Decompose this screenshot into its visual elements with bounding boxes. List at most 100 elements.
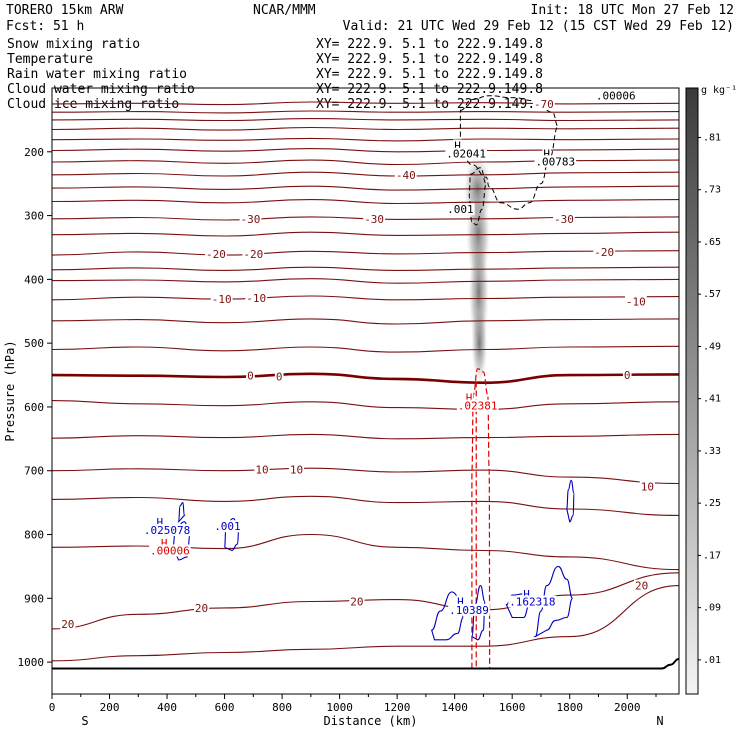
cloud-water-contours	[171, 479, 575, 641]
x-tick-label-6: 1200	[384, 701, 411, 714]
header-fcst: Fcst: 51 h	[6, 19, 84, 34]
ice-label-5: .00006	[596, 90, 636, 103]
temperature-label-8: -10	[212, 293, 232, 306]
ground-line	[52, 657, 679, 670]
colorbar-tick-label-8: .65	[703, 237, 721, 248]
temperature-label-12: 0	[276, 370, 283, 383]
snow-plume-3	[471, 303, 488, 384]
temperature-label-bg-14	[254, 463, 270, 476]
temperature-label-bg-12	[274, 370, 284, 383]
temperature-label-19: 20	[350, 596, 363, 609]
x-end-label-south: S	[81, 714, 88, 728]
rain-label-bg-1	[456, 399, 499, 412]
y-tick-label-4: 600	[24, 401, 44, 414]
rain-label-3: .00006	[150, 544, 190, 557]
temperature-label-3: -30	[364, 213, 384, 226]
temperature-label-2: -30	[241, 213, 261, 226]
rain-label-2: H	[161, 537, 168, 550]
temperature-label-bg-8	[210, 293, 233, 306]
temperature-label-bg-1	[394, 168, 417, 181]
ice-label-bg-5	[594, 89, 637, 102]
isotherm-lines	[52, 101, 679, 662]
temperature-label-5: -20	[206, 248, 226, 261]
colorbar-tick-label-0: .01	[703, 655, 721, 666]
isotherm-24	[52, 572, 679, 630]
ground-surface	[52, 657, 679, 670]
temperature-label-bg-11	[246, 369, 255, 382]
isotherm-22	[52, 495, 679, 516]
isotherm-1	[52, 110, 679, 114]
rain-contours	[471, 368, 491, 670]
colorbar: .01 .09 .17 .25 .33 .41 .49 .57 .65 .73 .81 g kg⁻¹	[685, 85, 737, 695]
cloud-ice-contour-inner	[468, 167, 487, 226]
temperature-label-1: -40	[396, 169, 416, 182]
isotherm-3	[52, 126, 679, 131]
x-tick-label-9: 1800	[556, 701, 583, 714]
cloud-water-label-3: H	[457, 596, 464, 609]
x-tick-label-10: 2000	[614, 701, 641, 714]
isotherm-15	[52, 295, 679, 301]
ice-label-bg-4	[446, 203, 475, 216]
colorbar-tick-label-5: .41	[703, 394, 721, 405]
field-name-3: Cloud water mixing ratio	[7, 82, 195, 97]
plot-frame	[51, 87, 680, 695]
temperature-label-10: -10	[626, 296, 646, 309]
y-tick-label-6: 800	[24, 529, 44, 542]
cloud-water-label-5: H	[523, 588, 530, 601]
y-tick-label-5: 700	[24, 465, 44, 478]
header-center: NCAR/MMM	[253, 3, 316, 18]
axes: 0 200 400 600 800 1000 1200 1400 1600 1800 2000200…	[3, 146, 664, 728]
cloud-water-label-bg-6	[508, 595, 557, 608]
isotherm-19	[52, 400, 679, 411]
colorbar-tick-label-10: .81	[703, 132, 721, 143]
isotherm-21	[52, 467, 679, 485]
rain-contour-column	[471, 368, 491, 670]
x-tick-label-1: 200	[100, 701, 120, 714]
ice-label-1: .02041	[446, 148, 486, 161]
x-tick-label-5: 1000	[326, 701, 353, 714]
isotherm-4	[52, 137, 679, 142]
ice-label-2: H	[543, 148, 550, 161]
isotherm-0	[52, 101, 679, 106]
isotherm-9	[52, 199, 679, 205]
colorbar-tick-label-3: .25	[703, 498, 721, 509]
temperature-label-16: 10	[641, 481, 654, 494]
cloud-water-contour-7	[177, 502, 186, 523]
cloud-water-label-4: .10389	[449, 604, 489, 617]
cloud-water-label-bg-3	[456, 595, 465, 608]
x-tick-label-7: 1400	[441, 701, 468, 714]
temperature-label-bg-6	[242, 247, 265, 260]
temperature-label-0: -70	[534, 98, 554, 111]
temperature-label-13: 0	[624, 369, 631, 382]
temperature-label-bg-15	[288, 463, 305, 476]
temperature-label-7: -20	[594, 246, 614, 259]
colorbar-tick-label-2: .17	[703, 550, 721, 561]
contour-labels: -70 -40 -30 -30 -30 -20 -20 -20 -10 -10 -10 0 0 0 10 10…	[60, 89, 655, 631]
isotherm-14	[52, 278, 679, 284]
cloud-water-label-bg-1	[142, 524, 192, 537]
isotherm-17	[52, 345, 679, 353]
temperature-label-6: -20	[243, 248, 263, 261]
isotherm-20	[52, 433, 679, 440]
temperature-label-bg-16	[639, 480, 655, 493]
temperature-label-bg-18	[193, 601, 210, 614]
ice-label-3: .00783	[535, 155, 575, 168]
x-axis-label: Distance (km)	[324, 714, 418, 728]
ice-label-0: H	[454, 139, 461, 152]
isotherm-11	[52, 231, 679, 237]
temperature-label-bg-4	[553, 212, 575, 225]
isotherm-13	[52, 266, 679, 271]
temperature-label-bg-2	[239, 212, 262, 225]
isotherm-18	[52, 372, 679, 385]
temperature-label-bg-10	[624, 295, 647, 308]
temperature-label-17: 20	[61, 618, 74, 631]
x-tick-label-3: 600	[215, 701, 235, 714]
ice-label-bg-1	[445, 147, 487, 160]
field-xy-2: XY= 222.9. 5.1 to 222.9.149.8	[316, 67, 543, 82]
isotherm-25	[52, 585, 679, 662]
rain-label-bg-0	[464, 391, 474, 404]
temperature-label-bg-20	[634, 579, 650, 592]
ice-label-bg-0	[453, 139, 462, 152]
temperature-label-bg-13	[622, 369, 632, 382]
